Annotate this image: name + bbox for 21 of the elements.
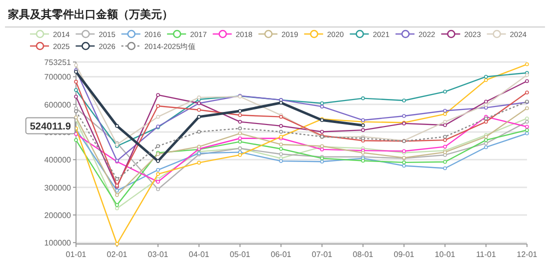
y-tick-label: 700000 (44, 72, 72, 82)
chart-title: 家具及其零件出口金额（万美元） (7, 8, 173, 21)
x-tick-label: 01-01 (66, 250, 87, 259)
x-tick-label: 05-01 (230, 250, 251, 259)
x-tick-label: 10-01 (434, 250, 456, 259)
x-tick-label: 07-01 (312, 250, 333, 259)
x-tick-label: 03-01 (148, 250, 169, 259)
y-tick-label: 400000 (44, 156, 72, 165)
y-tick-label: 600000 (44, 100, 72, 110)
y-tick-label: 100000 (44, 238, 72, 248)
y-tick-label: 300000 (44, 183, 72, 192)
y-tick-label: 753251 (44, 58, 72, 67)
x-tick-label: 06-01 (270, 250, 292, 259)
x-tick-label: 09-01 (394, 250, 415, 259)
y-tick-label: 200000 (44, 210, 72, 220)
x-tick-label: 02-01 (106, 250, 128, 259)
x-tick-label: 08-01 (352, 250, 374, 259)
x-tick-label: 12-01 (516, 250, 538, 259)
x-tick-label: 11-01 (476, 250, 496, 259)
x-tick-label: 04-01 (188, 250, 210, 259)
text: 524011.9 (30, 122, 72, 133)
